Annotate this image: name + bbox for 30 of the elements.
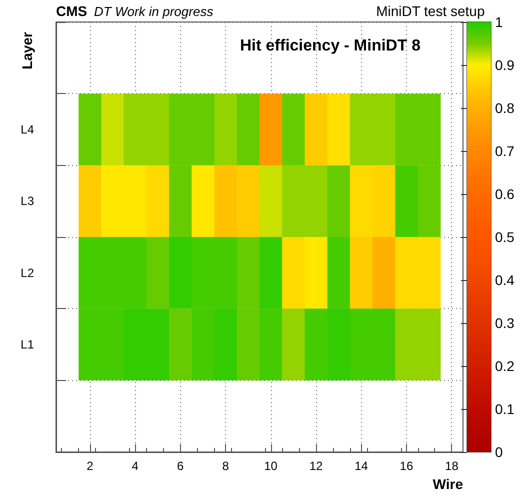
y-axis-title: Layer bbox=[19, 31, 35, 70]
color-bar-label: 0.7 bbox=[495, 143, 515, 159]
text: CMS bbox=[56, 3, 88, 19]
color-bar-label: 1 bbox=[495, 14, 503, 30]
color-bar-label: 0.1 bbox=[495, 401, 515, 417]
text: DT Work in progress bbox=[94, 4, 214, 19]
color-bar-label: 0.4 bbox=[495, 272, 515, 288]
x-tick-label: 4 bbox=[132, 459, 139, 473]
x-tick-label: 10 bbox=[264, 459, 278, 473]
x-tick-label: 2 bbox=[86, 459, 94, 473]
x-tick-label: 16 bbox=[400, 459, 414, 473]
x-axis-title: Wire bbox=[432, 476, 464, 492]
y-tick-label: L3 bbox=[20, 194, 34, 208]
color-bar-label: 0 bbox=[495, 444, 503, 460]
x-tick-label: 12 bbox=[309, 459, 324, 473]
y-tick-label: L2 bbox=[20, 266, 34, 280]
x-tick-label: 8 bbox=[222, 459, 230, 473]
text: MiniDT test setup bbox=[376, 3, 485, 19]
color-bar-label: 0.3 bbox=[495, 315, 515, 331]
color-bar-label: 0.2 bbox=[495, 358, 515, 374]
y-tick-label: L1 bbox=[20, 338, 34, 352]
x-tick-label: 6 bbox=[177, 459, 184, 473]
color-bar-label: 0.6 bbox=[495, 186, 515, 202]
color-bar-label: 0.9 bbox=[495, 57, 515, 73]
x-tick-label: 18 bbox=[445, 459, 459, 473]
color-bar-label: 0.8 bbox=[495, 100, 515, 116]
color-bar-label: 0.5 bbox=[495, 229, 515, 245]
y-tick-label: L4 bbox=[20, 122, 34, 136]
x-tick-label: 14 bbox=[354, 459, 368, 473]
chart-title: Hit efficiency - MiniDT 8 bbox=[240, 38, 421, 54]
